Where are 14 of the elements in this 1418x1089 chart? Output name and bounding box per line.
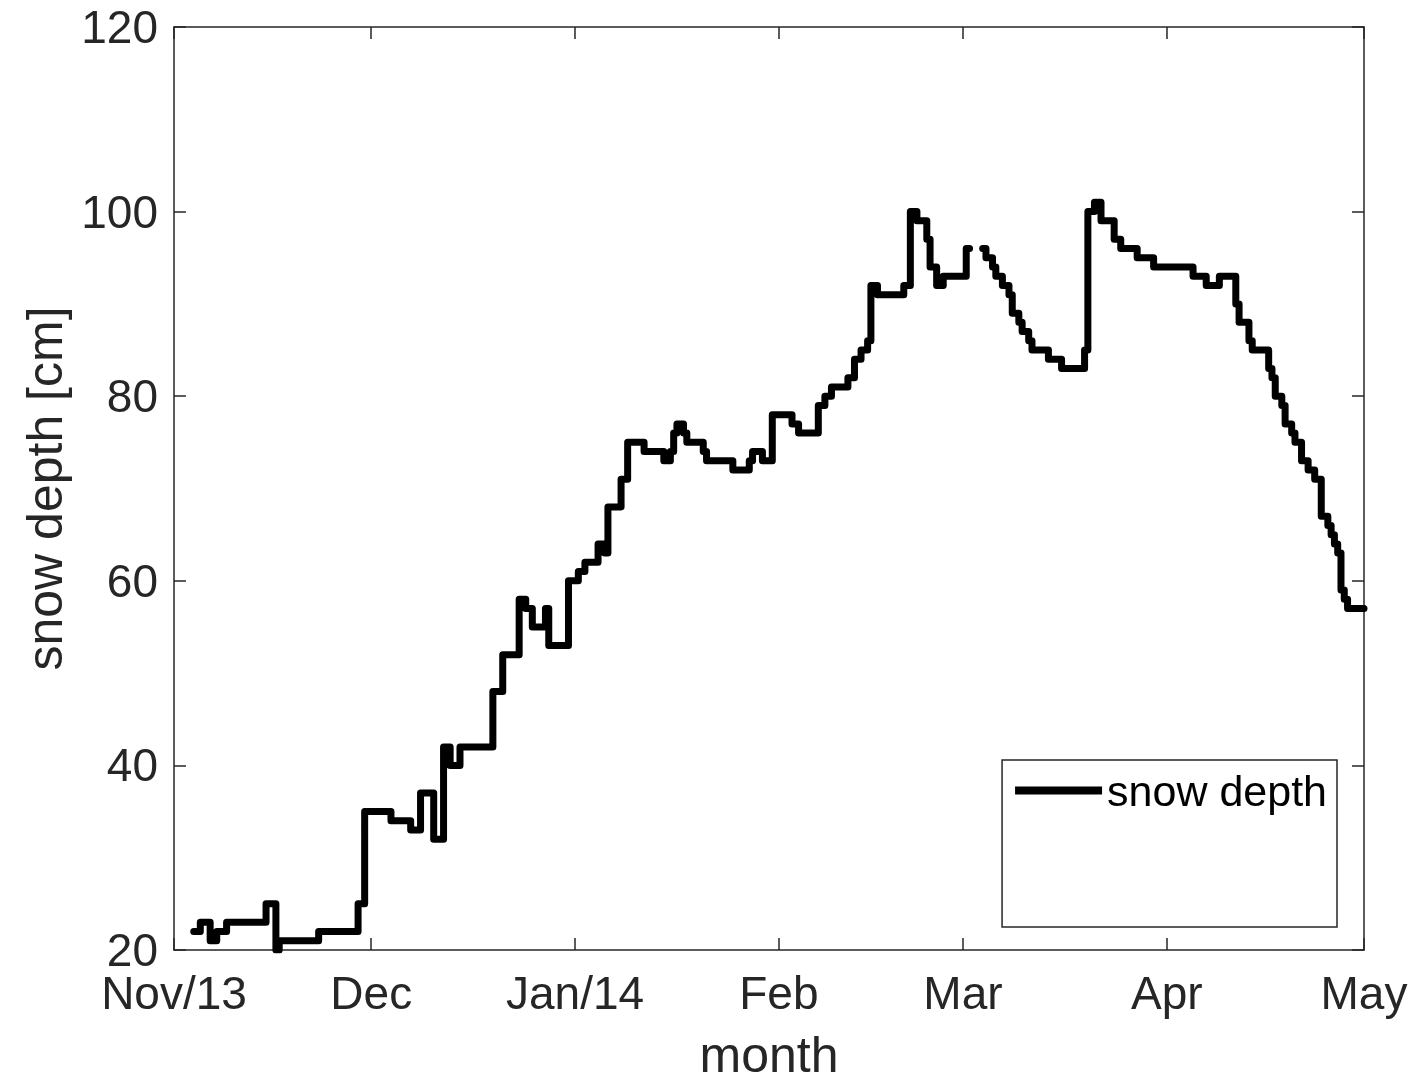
- x-tick-label: May: [1320, 967, 1408, 1019]
- y-tick-label: 80: [106, 370, 158, 423]
- x-tick-label: Mar: [923, 967, 1003, 1019]
- x-tick-label: Dec: [330, 967, 413, 1019]
- x-axis-title: month: [699, 1027, 839, 1083]
- legend-label: snow depth: [1107, 766, 1327, 815]
- y-axis-title: snow depth [cm]: [17, 306, 74, 671]
- x-tick-label: Jan/14: [505, 967, 645, 1019]
- x-tick-label: Feb: [739, 967, 819, 1019]
- y-tick-label: 100: [81, 185, 158, 238]
- y-tick-label: 120: [81, 1, 158, 53]
- x-tick-label: Apr: [1130, 967, 1203, 1019]
- y-tick-label: 60: [106, 554, 158, 607]
- y-tick-label: 40: [106, 739, 158, 792]
